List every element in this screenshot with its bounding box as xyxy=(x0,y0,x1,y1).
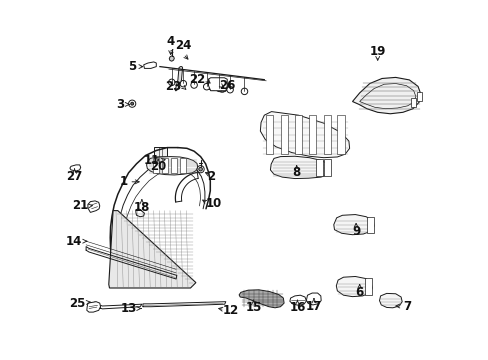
Text: 8: 8 xyxy=(292,166,300,179)
Polygon shape xyxy=(175,67,182,91)
Polygon shape xyxy=(162,158,168,173)
Polygon shape xyxy=(270,156,329,179)
Text: 25: 25 xyxy=(69,297,85,310)
Polygon shape xyxy=(416,92,421,101)
Polygon shape xyxy=(316,159,322,176)
Circle shape xyxy=(216,81,227,92)
Circle shape xyxy=(168,79,175,86)
Text: 24: 24 xyxy=(175,39,191,52)
Text: 2: 2 xyxy=(206,170,214,183)
Text: 5: 5 xyxy=(128,60,136,73)
Text: 22: 22 xyxy=(188,73,204,86)
Polygon shape xyxy=(153,158,159,173)
Polygon shape xyxy=(294,115,302,154)
Text: 18: 18 xyxy=(133,201,150,214)
Circle shape xyxy=(209,82,215,87)
Circle shape xyxy=(216,81,227,92)
Text: 12: 12 xyxy=(223,304,239,317)
Text: 4: 4 xyxy=(166,35,175,48)
Circle shape xyxy=(219,84,224,89)
Circle shape xyxy=(130,102,133,105)
Text: 9: 9 xyxy=(351,225,360,238)
Text: 1: 1 xyxy=(119,175,127,188)
Circle shape xyxy=(190,82,197,88)
Polygon shape xyxy=(169,56,174,61)
Circle shape xyxy=(94,302,96,305)
Polygon shape xyxy=(87,302,101,312)
Polygon shape xyxy=(410,98,415,107)
Text: 17: 17 xyxy=(305,300,322,312)
Circle shape xyxy=(206,79,218,90)
Text: 3: 3 xyxy=(116,98,123,111)
Circle shape xyxy=(89,303,92,306)
Text: 13: 13 xyxy=(120,302,136,315)
Circle shape xyxy=(203,84,209,90)
Polygon shape xyxy=(146,157,197,175)
Polygon shape xyxy=(108,211,196,288)
Polygon shape xyxy=(143,62,156,68)
Polygon shape xyxy=(306,293,321,305)
Polygon shape xyxy=(70,165,81,171)
Text: 23: 23 xyxy=(165,80,181,93)
Text: 15: 15 xyxy=(245,301,261,314)
Text: 27: 27 xyxy=(66,170,82,183)
Circle shape xyxy=(216,85,222,91)
Polygon shape xyxy=(239,290,284,308)
Polygon shape xyxy=(333,215,373,235)
FancyBboxPatch shape xyxy=(153,147,166,161)
Polygon shape xyxy=(265,115,273,154)
Polygon shape xyxy=(352,77,420,114)
Text: 19: 19 xyxy=(369,45,385,58)
Polygon shape xyxy=(337,115,344,154)
Polygon shape xyxy=(379,293,401,308)
Text: 7: 7 xyxy=(402,300,410,312)
Text: 21: 21 xyxy=(72,199,88,212)
Polygon shape xyxy=(336,276,371,297)
Polygon shape xyxy=(309,115,316,154)
Circle shape xyxy=(128,100,136,107)
Text: 6: 6 xyxy=(355,286,363,299)
Polygon shape xyxy=(88,201,100,212)
Text: 10: 10 xyxy=(205,197,222,210)
Text: 11: 11 xyxy=(143,154,160,167)
Circle shape xyxy=(199,167,202,171)
Polygon shape xyxy=(324,159,330,176)
Text: 26: 26 xyxy=(219,79,235,92)
Polygon shape xyxy=(280,115,287,154)
Circle shape xyxy=(226,86,233,93)
Text: 16: 16 xyxy=(288,301,305,314)
Polygon shape xyxy=(366,217,373,233)
Text: 20: 20 xyxy=(150,160,166,173)
Polygon shape xyxy=(171,158,177,173)
Circle shape xyxy=(241,88,247,95)
Polygon shape xyxy=(323,115,330,154)
Circle shape xyxy=(207,79,218,90)
Circle shape xyxy=(180,80,186,87)
Text: 14: 14 xyxy=(66,235,82,248)
Polygon shape xyxy=(180,158,186,173)
Polygon shape xyxy=(208,78,227,91)
Polygon shape xyxy=(260,112,349,158)
Circle shape xyxy=(197,166,204,173)
Polygon shape xyxy=(289,295,306,305)
Polygon shape xyxy=(365,278,371,295)
